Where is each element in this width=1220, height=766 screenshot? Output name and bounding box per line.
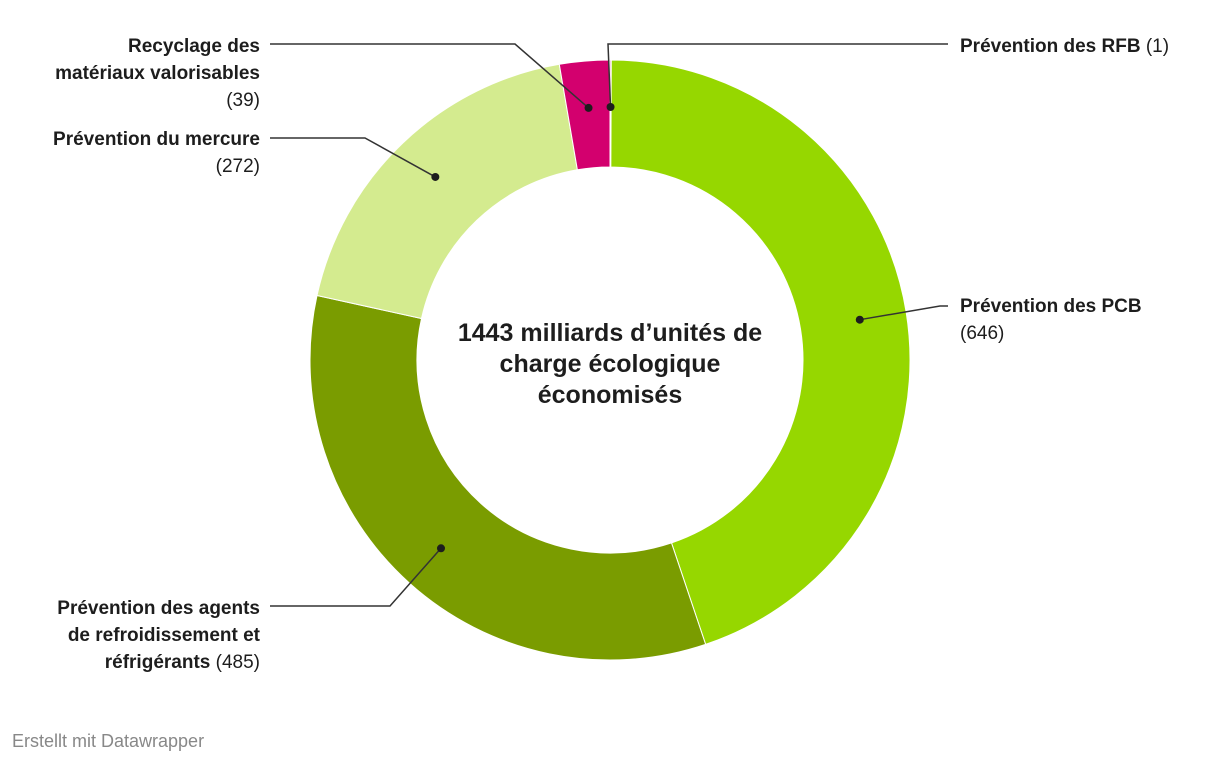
- donut-slice: [316, 63, 578, 320]
- leader-line: [859, 305, 948, 321]
- slice-label-name: Prévention des PCB: [960, 296, 1142, 317]
- slice-label-name: matériaux valorisables: [55, 63, 260, 84]
- slice-label-value: (39): [226, 90, 260, 111]
- leader-line: [270, 43, 590, 109]
- leader-line: [607, 43, 948, 108]
- leader-dot: [436, 544, 445, 553]
- leader-lines: [270, 43, 948, 607]
- slice-label: Recyclage des matériaux valorisables (39): [55, 36, 260, 111]
- leader-dot: [855, 315, 864, 324]
- donut-slice: [610, 59, 911, 645]
- slice-label-value: (485): [210, 652, 260, 673]
- slice-label-name: Prévention des agents: [57, 598, 260, 619]
- slice-label-value: (1): [1141, 36, 1170, 57]
- slice-label: Prévention du mercure (272): [53, 129, 260, 177]
- leader-line: [270, 137, 436, 178]
- slice-label-name: Recyclage des: [128, 36, 260, 57]
- leader-line: [270, 547, 442, 607]
- slice-label: Prévention des RFB (1): [960, 36, 1169, 57]
- slice-label-value: (272): [216, 156, 260, 177]
- leader-dot: [584, 103, 593, 112]
- leader-dot: [606, 103, 615, 112]
- leader-dot: [431, 172, 440, 181]
- center-label-line: 1443 milliards d’unités de: [458, 319, 762, 347]
- donut-slices: [309, 59, 911, 661]
- slice-label-name: de refroidissement et: [68, 625, 261, 646]
- slice-label-name: Prévention du mercure: [53, 129, 260, 150]
- center-label: 1443 milliards d’unités de charge écologi…: [458, 319, 762, 409]
- donut-slice: [309, 294, 707, 661]
- donut-slice: [558, 59, 611, 171]
- center-label-line: charge écologique: [500, 350, 721, 378]
- center-label-line: économisés: [538, 381, 683, 409]
- slice-label: Prévention des PCB (646): [960, 296, 1142, 344]
- slice-label-value: (646): [960, 323, 1004, 344]
- slice-label: Prévention des agents de refroidissement …: [57, 598, 260, 673]
- slice-labels: Prévention des RFB (1) Prévention des PCB…: [53, 36, 1169, 673]
- slice-label-name: Prévention des RFB: [960, 36, 1141, 57]
- slice-label-name: réfrigérants: [105, 652, 211, 673]
- footer-credit: Erstellt mit Datawrapper: [12, 731, 205, 751]
